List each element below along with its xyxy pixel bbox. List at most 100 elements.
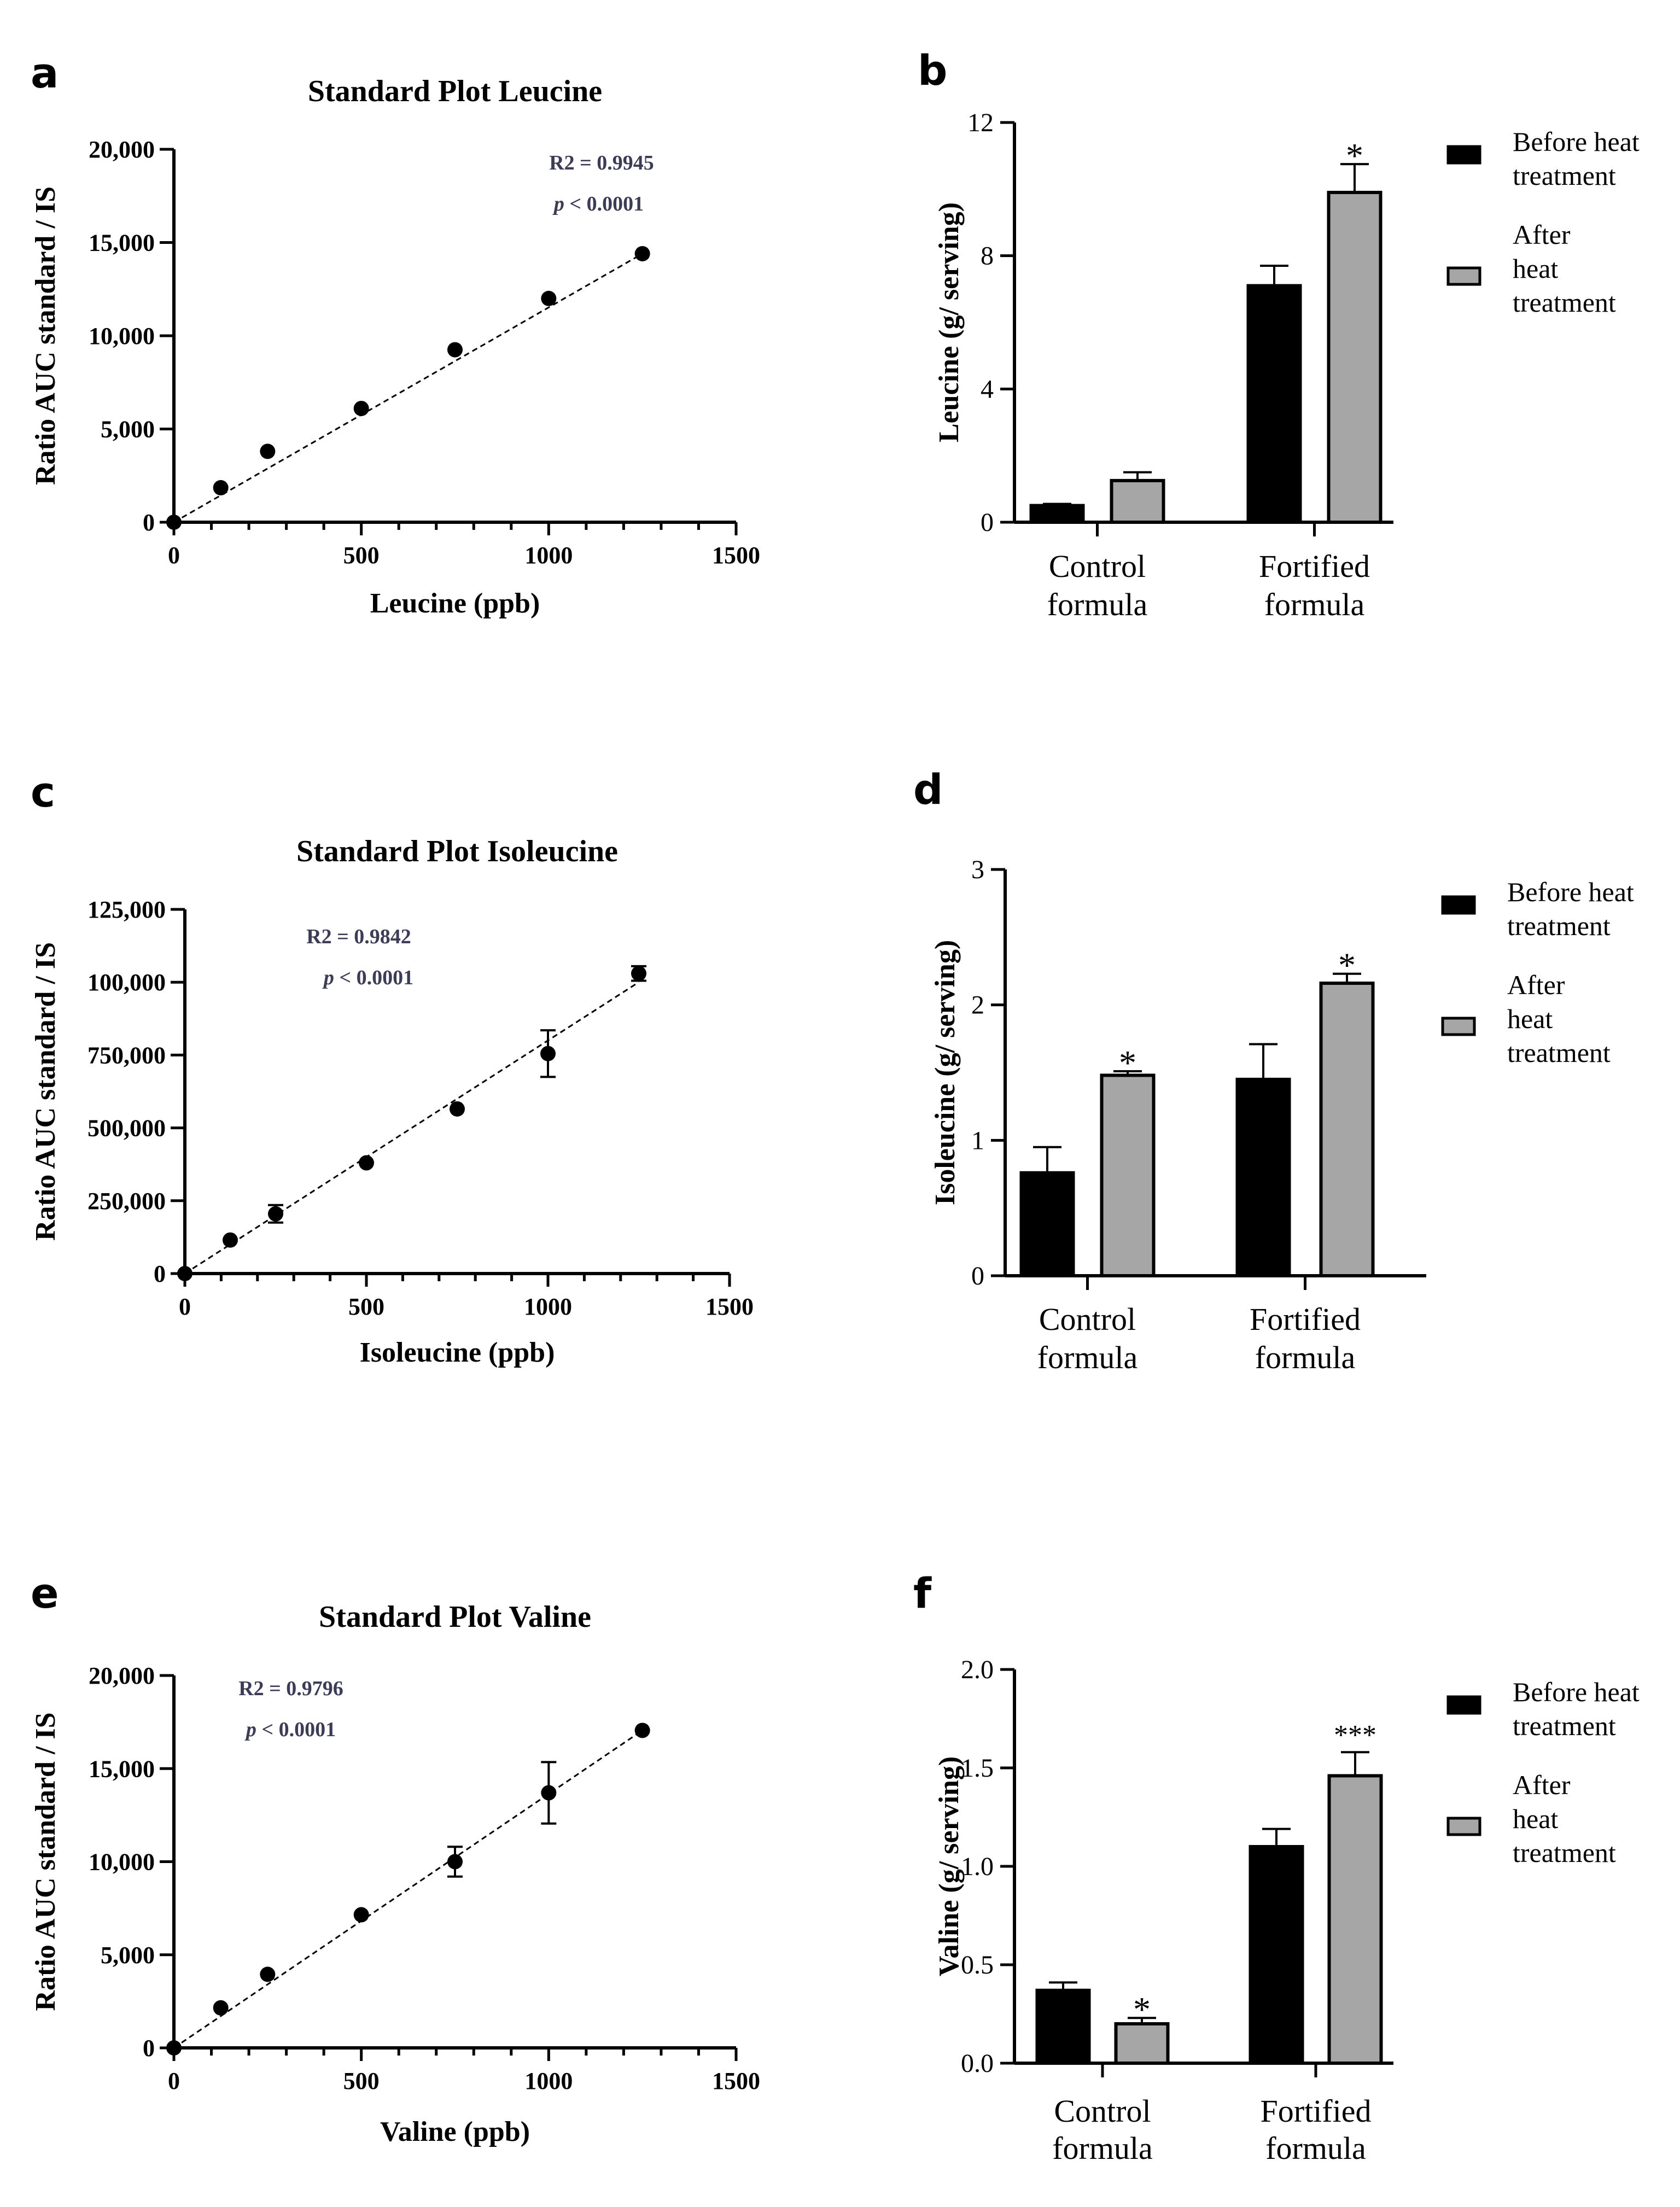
x-category-label: Fortified <box>1250 1301 1361 1337</box>
bar-before-heat <box>1249 1845 1304 2065</box>
significance-marker: * <box>1338 946 1356 985</box>
legend-label-before: Before heat <box>1513 126 1640 157</box>
y-tick-label: 1.5 <box>961 1754 994 1783</box>
panel-letter-c: c <box>31 768 55 816</box>
data-point <box>223 1232 238 1248</box>
data-point <box>541 1785 557 1801</box>
data-point <box>541 290 557 306</box>
legend-label-after: After <box>1513 219 1571 250</box>
x-tick-label: 1500 <box>705 1293 754 1320</box>
x-category-label: formula <box>1052 2130 1153 2166</box>
y-tick-label: 3 <box>971 855 984 884</box>
y-tick-label: 250,000 <box>88 1188 166 1215</box>
p-value-text: < 0.0001 <box>564 192 644 215</box>
x-tick-label: 500 <box>348 1293 384 1320</box>
chart-title: Standard Plot Leucine <box>308 74 602 108</box>
r2-annotation: R2 = 0.9945 <box>549 151 654 174</box>
legend-label-before: treatment <box>1513 160 1616 191</box>
legend-swatch-after <box>1441 1017 1476 1036</box>
data-point <box>353 400 369 416</box>
significance-marker: * <box>1119 1043 1136 1082</box>
y-tick-label: 2.0 <box>961 1655 994 1684</box>
data-point <box>634 1723 650 1738</box>
data-point <box>260 443 276 459</box>
p-value-text: < 0.0001 <box>334 966 413 989</box>
y-tick-label: 12 <box>967 108 994 137</box>
chart-title: Standard Plot Valine <box>319 1600 591 1634</box>
data-point <box>260 1966 276 1982</box>
panel-letter-d: d <box>913 765 943 814</box>
legend-label-after: heat <box>1507 1003 1553 1034</box>
p-value-annotation: p < 0.0001 <box>244 1718 336 1741</box>
chart-title: Standard Plot Isoleucine <box>296 834 618 868</box>
data-point <box>166 515 182 530</box>
data-point <box>213 480 229 495</box>
x-tick-label: 1000 <box>524 542 573 569</box>
panel-c: c Standard Plot Isoleucine 0 500 1000 1500 0 25… <box>30 768 754 1368</box>
panel-a: a Standard Plot Leucine 0 500 1000 1500 0 5,000… <box>30 49 760 619</box>
data-point <box>359 1155 374 1171</box>
y-tick-label: 20,000 <box>89 1662 155 1689</box>
y-tick-label: 10,000 <box>89 323 155 349</box>
y-tick-label: 15,000 <box>89 1755 155 1782</box>
legend-label-after: treatment <box>1513 287 1616 318</box>
y-tick-label: 2 <box>971 991 984 1020</box>
bar-after-heat <box>1110 478 1165 524</box>
y-axis-label: Ratio AUC standard / IS <box>30 1712 61 2011</box>
data-point <box>268 1206 283 1222</box>
x-category-label: formula <box>1037 1340 1138 1375</box>
x-category-label: Fortified <box>1259 548 1370 584</box>
y-tick-label: 8 <box>981 242 994 271</box>
y-tick-label: 10,000 <box>89 1849 155 1876</box>
x-tick-label: 0 <box>168 2068 180 2094</box>
legend-label-after: treatment <box>1507 1037 1611 1068</box>
data-point <box>447 1854 463 1870</box>
legend-swatch-after <box>1446 266 1481 286</box>
data-point <box>447 342 463 358</box>
bar-before-heat <box>1019 1171 1075 1278</box>
x-category-label: Control <box>1049 548 1146 584</box>
panel-f: f 0.0 0.5 1.0 1.5 2.0 Valine (g/ serving) Contr… <box>913 1569 1640 2166</box>
y-tick-label: 5,000 <box>101 416 155 443</box>
legend-label-after: treatment <box>1513 1837 1616 1868</box>
panel-letter-e: e <box>31 1569 59 1618</box>
bar-before-heat <box>1235 1077 1291 1277</box>
x-category-label: formula <box>1255 1340 1356 1375</box>
y-tick-label: 4 <box>981 375 994 404</box>
p-symbol: p <box>552 192 564 215</box>
y-tick-label: 1.0 <box>961 1852 994 1881</box>
y-tick-label: 0 <box>971 1262 984 1291</box>
y-axis-label: Leucine (g/ serving) <box>934 202 965 442</box>
y-tick-label: 0 <box>143 509 155 536</box>
bar-before-heat <box>1035 1988 1091 2065</box>
y-axis-label: Ratio AUC standard / IS <box>30 942 61 1241</box>
r2-annotation: R2 = 0.9796 <box>238 1677 343 1700</box>
x-tick-label: 0 <box>168 542 180 569</box>
bar-before-heat <box>1246 284 1302 524</box>
significance-marker: * <box>1346 136 1363 175</box>
bar-after-heat <box>1114 2022 1170 2065</box>
p-symbol: p <box>322 966 334 989</box>
legend-swatch-before <box>1446 1695 1481 1715</box>
x-axis-label: Isoleucine (ppb) <box>360 1337 555 1368</box>
legend-label-after: After <box>1507 970 1565 1000</box>
data-point <box>353 1907 369 1923</box>
x-tick-label: 500 <box>343 2068 380 2094</box>
x-tick-label: 1500 <box>712 542 760 569</box>
regression-line <box>173 1730 643 2049</box>
x-axis-label: Leucine (ppb) <box>370 588 540 619</box>
y-tick-label: 20,000 <box>89 136 155 163</box>
p-value-annotation: p < 0.0001 <box>552 192 644 215</box>
x-tick-label: 1000 <box>524 1293 572 1320</box>
legend-label-before: Before heat <box>1507 877 1634 907</box>
p-value-annotation: p < 0.0001 <box>322 966 413 989</box>
x-tick-label: 1500 <box>712 2068 760 2094</box>
data-point <box>177 1266 192 1281</box>
y-axis-label: Isoleucine (g/ serving) <box>930 940 961 1205</box>
legend-label-after: heat <box>1513 253 1558 284</box>
x-category-label: formula <box>1047 587 1148 622</box>
y-tick-label: 15,000 <box>89 230 155 256</box>
y-axis-label: Valine (g/ serving) <box>934 1756 965 1977</box>
legend-label-before: Before heat <box>1513 1677 1640 1707</box>
significance-marker: * <box>1133 1990 1151 2029</box>
